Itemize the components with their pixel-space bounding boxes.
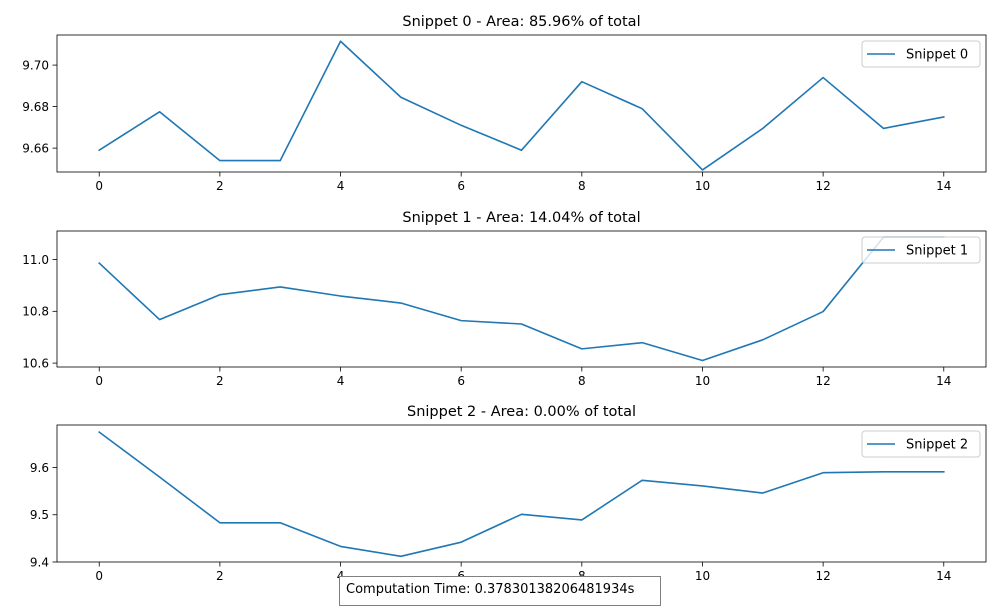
chart-title: Snippet 1 - Area: 14.04% of total [402,210,640,226]
y-tick-label: 10.6 [22,356,49,370]
x-tick-label: 10 [695,374,710,388]
x-tick-label: 4 [337,179,345,193]
series-line-0 [99,237,944,360]
y-tick-label: 9.6 [30,461,49,475]
x-tick-label: 2 [216,569,224,583]
x-tick-label: 10 [695,569,710,583]
x-tick-label: 6 [457,374,465,388]
x-tick-label: 14 [936,179,951,193]
chart-panel-0: Snippet 0 - Area: 85.96% of total 0 2 4 6 8 10… [22,14,986,193]
x-tick-label: 8 [578,374,586,388]
x-tick-label: 6 [457,179,465,193]
y-tick-label: 9.5 [30,508,49,522]
legend-label: Snippet 0 [906,48,968,63]
x-tick-label: 0 [95,179,103,193]
x-tick-label: 10 [695,179,710,193]
y-tick-label: 9.68 [22,100,49,114]
chart-panel-1: Snippet 1 - Area: 14.04% of total 0 2 4 6 8 10… [22,210,986,388]
legend-label: Snippet 1 [906,244,968,259]
y-tick-label: 9.66 [22,141,49,155]
x-tick-label: 2 [216,374,224,388]
x-tick-label: 0 [95,569,103,583]
x-tick-label: 14 [936,374,951,388]
series-line-0 [99,41,944,170]
x-tick-label: 4 [337,374,345,388]
x-tick-label: 12 [815,374,830,388]
y-tick-label: 9.4 [30,555,49,569]
series-line-0 [99,432,944,556]
x-tick-label: 14 [936,569,951,583]
x-tick-label: 8 [578,179,586,193]
x-tick-label: 0 [95,374,103,388]
computation-time-label: Computation Time: 0.37830138206481934s [339,576,661,606]
axes-frame [57,425,986,562]
axes-frame [57,35,986,172]
x-tick-label: 2 [216,179,224,193]
chart-panel-2: Snippet 2 - Area: 0.00% of total02468101… [30,404,986,583]
legend-label: Snippet 2 [906,438,968,453]
x-tick-label: 12 [815,569,830,583]
chart-title: Snippet 0 - Area: 85.96% of total [402,14,640,30]
y-tick-label: 10.8 [22,305,49,319]
y-tick-label: 9.70 [22,58,49,72]
y-tick-label: 11.0 [22,253,49,267]
x-tick-label: 12 [815,179,830,193]
axes-frame [57,231,986,367]
chart-title: Snippet 2 - Area: 0.00% of total [407,404,636,420]
